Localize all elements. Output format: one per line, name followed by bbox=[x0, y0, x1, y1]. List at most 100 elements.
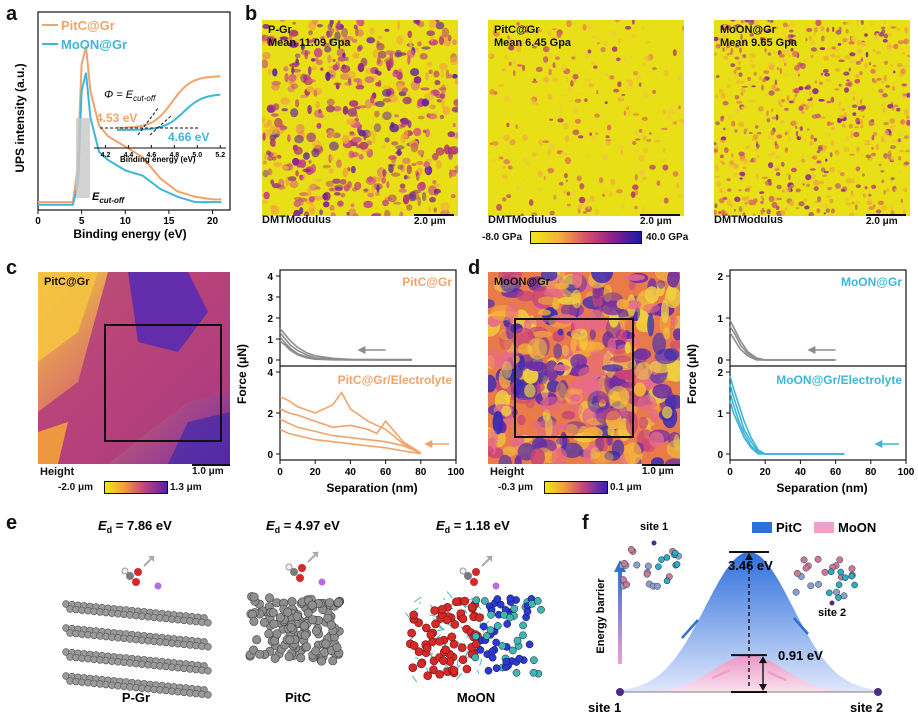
arrowhead bbox=[759, 684, 767, 691]
atom bbox=[519, 621, 527, 630]
modulus-colorbar bbox=[530, 231, 642, 244]
force-frame bbox=[729, 269, 907, 461]
value-moon: 4.66 eV bbox=[168, 130, 209, 144]
force-series bbox=[279, 428, 421, 455]
map-title: MoON@Gr bbox=[720, 24, 776, 36]
barrier-pitc: 3.46 eV bbox=[728, 558, 773, 573]
value-pitc: 4.53 eV bbox=[96, 111, 137, 125]
atom bbox=[793, 569, 801, 577]
atom bbox=[275, 613, 285, 623]
bond bbox=[430, 652, 433, 659]
atom bbox=[492, 638, 500, 647]
bond bbox=[415, 657, 419, 660]
x-tick-label: 0 bbox=[727, 467, 733, 478]
atom bbox=[835, 594, 842, 601]
colorbar-max: 40.0 GPa bbox=[646, 232, 689, 243]
atom bbox=[792, 588, 800, 596]
atom bbox=[449, 639, 459, 649]
atom bbox=[204, 643, 212, 651]
panel-label-e: e bbox=[6, 512, 18, 534]
energy-ylabel: Energy barrier bbox=[595, 578, 607, 654]
atom bbox=[272, 629, 282, 639]
map-caption: DMTModulus bbox=[488, 214, 558, 226]
atom bbox=[121, 567, 129, 575]
site1-dot bbox=[616, 688, 624, 696]
atom bbox=[325, 598, 335, 608]
atom bbox=[802, 564, 810, 572]
legend-moon: MoON bbox=[838, 520, 876, 535]
height-colorbar bbox=[544, 481, 608, 494]
map-title: PitC@Gr bbox=[44, 276, 90, 288]
x-tick-label: 100 bbox=[448, 467, 465, 478]
bond bbox=[446, 591, 453, 599]
atom bbox=[298, 564, 306, 572]
site2-dot bbox=[874, 688, 882, 696]
site1-structure bbox=[618, 546, 682, 590]
ups-ylabel: UPS intensity (a.u.) bbox=[13, 63, 27, 172]
bond bbox=[436, 628, 446, 632]
scale-label: 1.0 μm bbox=[192, 466, 224, 477]
atom bbox=[488, 647, 497, 656]
atom bbox=[623, 581, 631, 588]
bond bbox=[455, 673, 463, 680]
bond bbox=[429, 614, 438, 617]
height-map-pitc: PitC@Gr bbox=[38, 272, 230, 464]
atom bbox=[493, 622, 502, 630]
atom bbox=[409, 610, 419, 620]
atom bbox=[283, 607, 293, 617]
atom bbox=[435, 670, 445, 679]
atom bbox=[292, 611, 302, 621]
atom bbox=[513, 636, 522, 645]
atom bbox=[302, 642, 312, 652]
atom bbox=[408, 663, 418, 672]
atom bbox=[426, 630, 436, 640]
atom bbox=[663, 577, 671, 585]
atom bbox=[479, 622, 488, 631]
y-tick-label: 0 bbox=[267, 356, 273, 367]
map-caption: Height bbox=[40, 466, 75, 478]
path-arrow bbox=[681, 619, 699, 639]
panel-label-a: a bbox=[6, 3, 18, 25]
ups-series-pitc bbox=[38, 46, 222, 204]
y-tick-label: 1 bbox=[717, 409, 723, 420]
ed-label: Ed = 4.97 eV bbox=[266, 518, 340, 535]
colorbar-min: -0.3 μm bbox=[498, 482, 534, 493]
map-mean: Mean 6.45 Gpa bbox=[494, 37, 572, 49]
y-tick-label: 1 bbox=[717, 314, 723, 325]
x-tick-label: 0 bbox=[277, 467, 283, 478]
ups-frame bbox=[37, 11, 231, 211]
panel-label-f: f bbox=[582, 512, 589, 534]
atom bbox=[835, 581, 843, 588]
atom bbox=[441, 645, 451, 655]
legend-swatch-pitc bbox=[752, 522, 772, 533]
atom bbox=[422, 643, 432, 653]
ed-label: Ed = 7.86 eV bbox=[98, 518, 172, 535]
atom bbox=[470, 578, 478, 586]
map-caption: DMTModulus bbox=[262, 214, 332, 226]
bond bbox=[411, 675, 418, 683]
x-tick-label: 20 bbox=[310, 467, 322, 478]
scale-bar bbox=[866, 214, 906, 216]
site2-label: site 2 bbox=[818, 607, 846, 619]
atom bbox=[848, 565, 856, 573]
atom bbox=[508, 646, 517, 655]
bond bbox=[479, 622, 481, 629]
force-series bbox=[729, 400, 845, 455]
bond bbox=[476, 669, 480, 674]
scale-bar bbox=[192, 464, 230, 466]
arrowhead bbox=[745, 553, 753, 560]
atom bbox=[833, 588, 840, 596]
modulus-map-moon: MoON@Gr Mean 9.65 Gpa bbox=[714, 20, 910, 216]
force-ylabel: Force (μN) bbox=[235, 344, 249, 404]
bond bbox=[464, 610, 468, 614]
atom bbox=[311, 626, 321, 636]
atom bbox=[619, 576, 627, 584]
zoom-box bbox=[104, 324, 222, 442]
structure-name: PitC bbox=[285, 690, 312, 705]
atom bbox=[259, 617, 269, 627]
site2-marker bbox=[829, 600, 835, 606]
scale-bar bbox=[640, 214, 680, 216]
x-tick-label: 60 bbox=[380, 467, 392, 478]
atom bbox=[502, 657, 511, 666]
atom bbox=[663, 554, 671, 561]
